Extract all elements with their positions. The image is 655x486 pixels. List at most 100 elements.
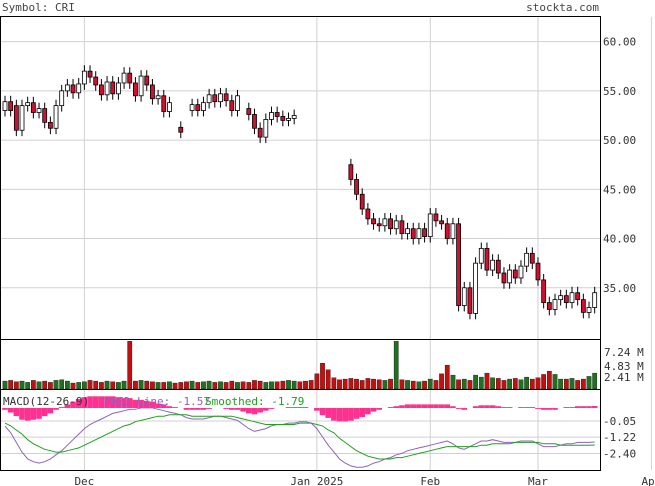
volume-bar [433,380,439,390]
volume-bar [93,380,99,390]
volume-bar [70,382,76,390]
volume-bar [30,380,36,390]
macd-axis: -0.05 -1.22 -2.40 [603,415,636,460]
volume-tick-label: 4.83 M [604,360,644,373]
candle-body [529,252,535,264]
volume-bar [104,380,110,390]
macd-hist-bar [268,408,275,409]
volume-bar [246,382,252,390]
volume-bar [388,378,393,390]
candle-body [116,82,121,95]
volume-bar [484,372,490,390]
volume-bar [552,374,558,390]
volume-bar [53,380,59,390]
candle-body [263,119,269,138]
candle-body [269,112,274,120]
volume-bar [76,382,82,390]
macd-hist-bar [427,404,434,408]
volume-bar [535,377,541,390]
price-tick-label: 60.00 [603,36,636,49]
candle-body [393,220,399,230]
volume-bar [450,374,456,390]
macd-hist-bar [506,407,513,408]
candle-body [252,114,257,129]
candle-body [87,70,93,78]
price-panel [0,16,601,340]
volume-bar [19,380,25,390]
volume-bar [371,378,376,390]
volume-bar [546,370,552,390]
volume-bar [529,378,535,390]
candle-body [365,208,371,220]
volume-bar [320,362,325,390]
macd-hist-bar [455,408,462,409]
volume-tick-label: 7.24 M [604,346,644,359]
volume-bar [189,380,195,390]
macd-hist-bar [540,408,547,410]
macd-legend-line: MACD Line: -1.57 [104,395,210,408]
macd-hist-bar [495,406,502,408]
candle-body [19,105,25,131]
macd-hist-bar [285,407,292,408]
price-tick-label: 45.00 [603,183,636,196]
volume-bar [13,381,19,390]
volume-bar [490,377,495,390]
candle-body [495,259,501,274]
macd-hist-bar [200,408,207,410]
macd-hist-bar [404,404,411,408]
volume-bar [427,378,433,390]
candle-body [552,299,558,310]
macd-hist-bar [229,408,235,410]
candle-body [257,127,263,138]
volume-axis: 7.24 M 4.83 M 2.41 M [604,346,644,384]
macd-hist-bar [325,408,331,418]
volume-bar [501,380,507,390]
candle-body [133,82,138,97]
candle-body [42,108,48,123]
volume-bar [297,381,303,390]
volume-bar [161,382,167,390]
macd-hist-bar [2,408,8,410]
candle-body [189,104,195,111]
candle-body [212,94,218,103]
volume-bar [178,382,184,390]
volume-bar [365,378,371,390]
macd-hist-bar [223,408,229,409]
volume-bar [127,341,133,390]
candle-body [461,287,467,306]
macd-hist-bar [370,408,377,412]
volume-bar [354,378,359,390]
volume-bar [422,380,427,390]
macd-hist-bar [580,406,587,408]
macd-hist-bar [591,406,598,408]
volume-bar [382,380,388,390]
volume-bar [524,376,529,390]
candle-body [76,83,82,94]
candle-body [8,101,14,111]
volume-bar [405,380,410,390]
macd-hist-bar [302,407,309,408]
volume-bar [518,379,524,390]
volume-bar [195,382,201,390]
volume-bar [240,381,246,390]
candle-body [518,265,524,279]
price-tick-label: 55.00 [603,85,636,98]
macd-hist-bar [172,407,178,408]
candle-body [195,104,201,111]
candle-body [81,70,87,85]
volume-bar [201,381,206,390]
macd-hist-bar [98,396,105,408]
candle-body [223,93,229,102]
macd-tick-label: -2.40 [603,447,636,460]
candle-body [416,228,422,239]
candle-body [59,90,65,107]
volume-bar [223,382,229,390]
candle-body [161,95,167,112]
candle-body [592,292,598,308]
volume-bar [461,378,467,390]
macd-hist-bar [194,408,201,410]
macd-hist-bar [472,406,479,408]
macd-tick-label: -0.05 [603,415,636,428]
site-watermark: stockta.com [526,1,599,14]
